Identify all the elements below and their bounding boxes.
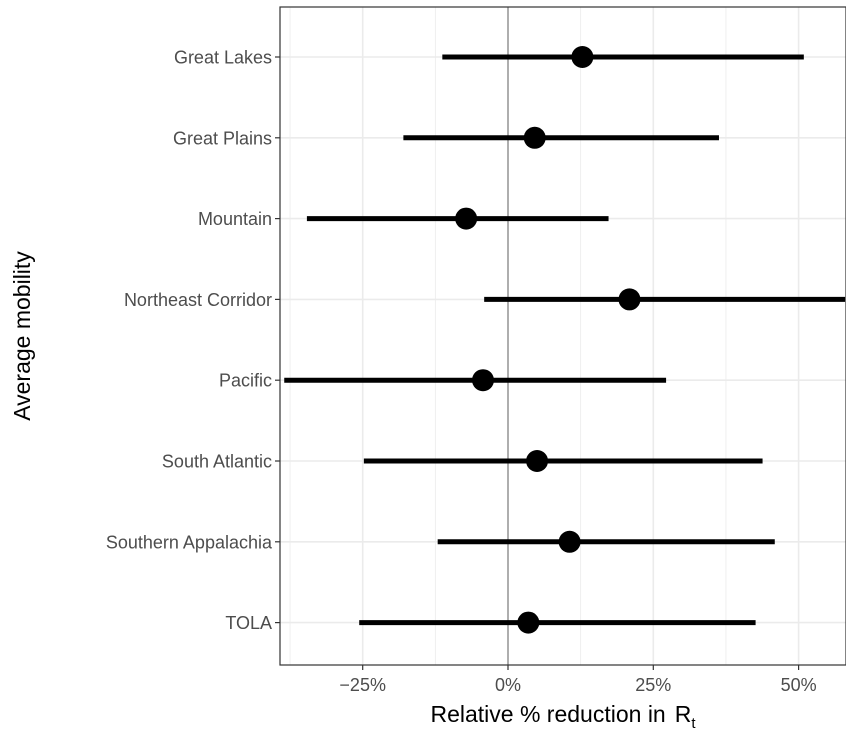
y-tick-label: Southern Appalachia (106, 532, 273, 552)
x-axis-title-subscript: t (691, 715, 696, 729)
point-estimate (523, 126, 546, 149)
estimate-marks (284, 46, 846, 634)
y-tick-label: Northeast Corridor (124, 290, 272, 310)
x-axis-title: Relative % reduction in Rt (430, 701, 696, 729)
grid-lines (280, 7, 846, 665)
point-estimate (472, 369, 495, 392)
y-axis-title: Average mobility (9, 251, 35, 421)
y-tick-label: Great Plains (173, 128, 272, 148)
x-axis-title-symbol: R (675, 701, 692, 727)
x-tick-label: −25% (339, 675, 386, 695)
x-axis-title-text: Relative % reduction in (430, 701, 665, 727)
x-tick-label: 50% (781, 675, 817, 695)
y-tick-label: TOLA (225, 613, 272, 633)
x-axis: −25% 0% 25% 50% (339, 665, 817, 695)
y-tick-label: South Atlantic (162, 452, 272, 472)
point-estimate (558, 530, 581, 553)
y-tick-label: Great Lakes (174, 48, 272, 68)
point-estimate (571, 46, 594, 68)
y-tick-label: Mountain (198, 209, 272, 229)
point-estimate (618, 288, 641, 311)
y-axis: Great Lakes Great Plains Mountain Northeast… (106, 48, 280, 633)
point-estimate (517, 611, 540, 634)
point-estimate (455, 207, 478, 230)
y-tick-label: Pacific (219, 371, 272, 391)
x-tick-label: 25% (635, 675, 671, 695)
point-estimate (526, 450, 549, 472)
panel-border (279, 6, 846, 666)
x-tick-label: 0% (495, 675, 521, 695)
